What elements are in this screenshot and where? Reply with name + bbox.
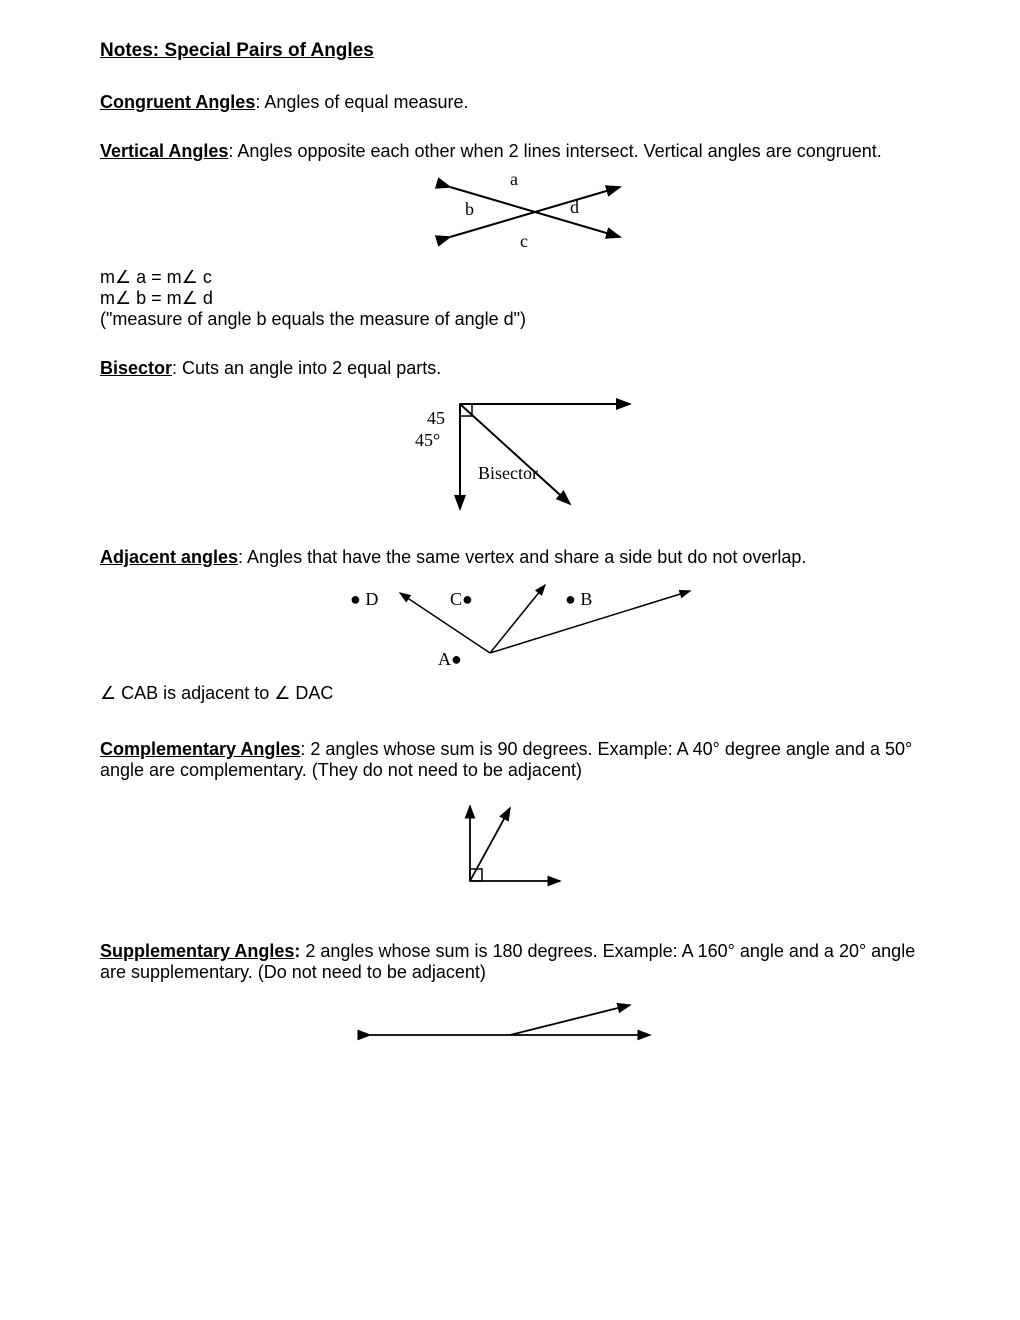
label-A: A● xyxy=(438,649,462,669)
angle-icon: ∠ xyxy=(115,288,131,308)
congruent-term: Congruent Angles xyxy=(100,92,255,112)
congruent-def: : Angles of equal measure. xyxy=(255,92,468,112)
adjacent-sentence: ∠ CAB is adjacent to ∠ DAC xyxy=(100,683,920,704)
congruent-section: Congruent Angles: Angles of equal measur… xyxy=(100,92,920,113)
vertical-eq2: m∠ b = m∠ d xyxy=(100,288,920,309)
label-a: a xyxy=(510,169,518,189)
angle-icon: ∠ xyxy=(274,683,290,703)
adjacent-diagram: ● D C● ● B A● xyxy=(290,573,730,673)
vertical-eq1: m∠ a = m∠ c xyxy=(100,267,920,288)
angle-icon: ∠ xyxy=(100,683,116,703)
supplementary-section: Supplementary Angles: 2 angles whose sum… xyxy=(100,941,920,1055)
supplementary-diagram xyxy=(350,995,670,1050)
angle-icon: ∠ xyxy=(115,267,131,287)
label-B: ● B xyxy=(565,589,592,609)
label-45-1: 45 xyxy=(427,408,445,428)
label-d: d xyxy=(570,197,579,217)
complementary-diagram xyxy=(440,796,580,896)
label-bisector: Bisector xyxy=(478,463,538,483)
bisector-section: Bisector: Cuts an angle into 2 equal par… xyxy=(100,358,920,519)
bisector-def: : Cuts an angle into 2 equal parts. xyxy=(172,358,441,378)
complementary-section: Complementary Angles: 2 angles whose sum… xyxy=(100,739,920,901)
label-45-2: 45° xyxy=(415,430,440,450)
vertical-def: : Angles opposite each other when 2 line… xyxy=(228,141,881,161)
adjacent-term: Adjacent angles xyxy=(100,547,238,567)
supplementary-term: Supplementary Angles xyxy=(100,941,294,961)
vertical-term: Vertical Angles xyxy=(100,141,228,161)
complementary-term: Complementary Angles xyxy=(100,739,300,759)
label-c: c xyxy=(520,231,528,251)
label-D: ● D xyxy=(350,589,378,609)
vertical-section: Vertical Angles: Angles opposite each ot… xyxy=(100,141,920,330)
vertical-note: ("measure of angle b equals the measure … xyxy=(100,309,920,330)
bisector-term: Bisector xyxy=(100,358,172,378)
label-b: b xyxy=(465,199,474,219)
bisector-diagram: 45 45° Bisector xyxy=(350,384,670,514)
adjacent-def: : Angles that have the same vertex and s… xyxy=(238,547,806,567)
page-title: Notes: Special Pairs of Angles xyxy=(100,40,920,62)
vertical-angles-diagram: a b c d xyxy=(360,167,660,257)
angle-icon: ∠ xyxy=(182,267,198,287)
angle-icon: ∠ xyxy=(182,288,198,308)
adjacent-section: Adjacent angles: Angles that have the sa… xyxy=(100,547,920,704)
label-C: C● xyxy=(450,589,473,609)
